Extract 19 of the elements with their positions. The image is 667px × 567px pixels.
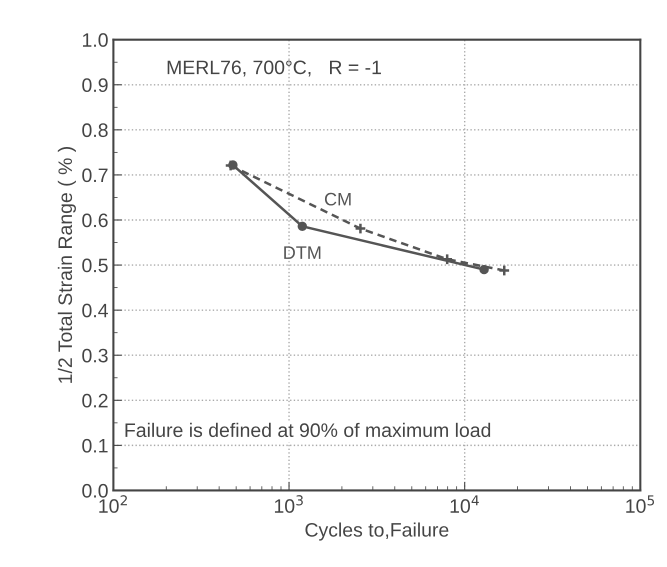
annotation: MERL76, 700°C, R = -1: [168, 60, 381, 77]
y-tick-label: 0.2: [82, 394, 108, 408]
y-tick-label: 0.1: [82, 438, 108, 453]
x-tick-label: 10$^{3}$: [274, 495, 303, 513]
y-tick-label: 0.7: [82, 168, 108, 182]
series-label: CM: [324, 192, 351, 206]
y-tick-label: 0.8: [82, 123, 108, 138]
y-tick-label: 0.9: [82, 78, 108, 92]
x-tick-label: 10$^{5}$: [626, 495, 654, 513]
x-tick-label: 10$^{4}$: [450, 495, 479, 513]
y-tick-label: 0.3: [82, 348, 108, 362]
series-label: DTM: [284, 246, 320, 259]
y-tick-label: 1.0: [82, 33, 108, 47]
x-axis-title: Cycles to,Failure: [305, 522, 448, 541]
y-tick-label: 0.6: [82, 213, 108, 228]
y-tick-label: 0.5: [82, 258, 108, 272]
y-tick-label: 0.4: [82, 304, 108, 318]
annotation: Failure is defined at 90% of maximum load: [126, 422, 490, 438]
y-axis-title: 1/2 Total Strain Range ( % ): [58, 147, 76, 383]
